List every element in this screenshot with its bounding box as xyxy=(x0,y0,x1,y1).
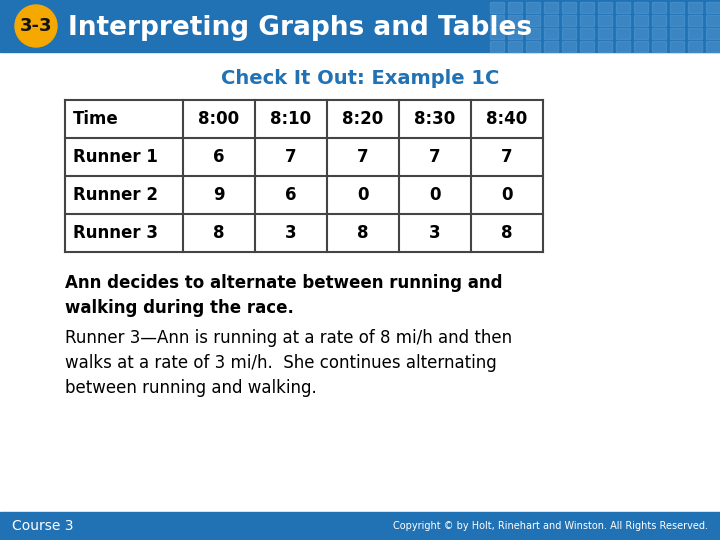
Text: 9: 9 xyxy=(213,186,225,204)
Bar xyxy=(490,15,504,26)
Text: 6: 6 xyxy=(213,148,225,166)
Bar xyxy=(508,15,522,26)
Bar xyxy=(688,41,702,52)
Bar xyxy=(670,28,684,39)
Bar xyxy=(688,2,702,13)
Bar xyxy=(688,28,702,39)
Bar xyxy=(580,28,594,39)
Bar xyxy=(634,28,648,39)
Bar xyxy=(508,41,522,52)
Text: Runner 2: Runner 2 xyxy=(73,186,158,204)
Text: 0: 0 xyxy=(501,186,513,204)
Bar xyxy=(526,15,540,26)
Text: Check It Out: Example 1C: Check It Out: Example 1C xyxy=(221,69,499,87)
Text: 8:30: 8:30 xyxy=(415,110,456,128)
Bar xyxy=(562,15,576,26)
Bar xyxy=(706,2,720,13)
Text: 8:10: 8:10 xyxy=(271,110,312,128)
Bar xyxy=(634,15,648,26)
Bar xyxy=(526,28,540,39)
Text: 7: 7 xyxy=(285,148,297,166)
Bar xyxy=(706,15,720,26)
Text: 8:00: 8:00 xyxy=(199,110,240,128)
Bar xyxy=(670,15,684,26)
Bar xyxy=(616,41,630,52)
Bar xyxy=(526,41,540,52)
Bar xyxy=(490,41,504,52)
Bar xyxy=(544,2,558,13)
Text: 7: 7 xyxy=(501,148,513,166)
Text: Runner 3: Runner 3 xyxy=(73,224,158,242)
Text: 0: 0 xyxy=(357,186,369,204)
Bar xyxy=(562,2,576,13)
Bar xyxy=(490,2,504,13)
Bar xyxy=(580,41,594,52)
Bar xyxy=(0,512,720,540)
Bar xyxy=(508,2,522,13)
Text: 6: 6 xyxy=(285,186,297,204)
Bar xyxy=(598,41,612,52)
Bar xyxy=(688,15,702,26)
Bar xyxy=(562,28,576,39)
Bar xyxy=(544,41,558,52)
Text: 3: 3 xyxy=(429,224,441,242)
Text: 8:40: 8:40 xyxy=(487,110,528,128)
Bar xyxy=(634,2,648,13)
Bar xyxy=(616,28,630,39)
Text: Ann decides to alternate between running and
walking during the race.: Ann decides to alternate between running… xyxy=(65,274,503,317)
Text: 8: 8 xyxy=(357,224,369,242)
Bar xyxy=(544,28,558,39)
Bar xyxy=(652,28,666,39)
Text: 8: 8 xyxy=(501,224,513,242)
Bar xyxy=(634,41,648,52)
Bar xyxy=(670,41,684,52)
Bar xyxy=(544,15,558,26)
Bar xyxy=(508,28,522,39)
Text: Runner 3—Ann is running at a rate of 8 mi/h and then
walks at a rate of 3 mi/h. : Runner 3—Ann is running at a rate of 8 m… xyxy=(65,329,512,397)
Bar xyxy=(598,28,612,39)
Bar xyxy=(652,41,666,52)
Bar xyxy=(652,15,666,26)
Circle shape xyxy=(15,5,57,47)
Bar xyxy=(0,0,720,52)
Text: 3-3: 3-3 xyxy=(19,17,53,35)
Bar xyxy=(670,2,684,13)
Bar xyxy=(562,41,576,52)
Bar xyxy=(652,2,666,13)
Text: 3: 3 xyxy=(285,224,297,242)
Bar xyxy=(580,15,594,26)
Text: Time: Time xyxy=(73,110,119,128)
Bar xyxy=(580,2,594,13)
Text: Copyright © by Holt, Rinehart and Winston. All Rights Reserved.: Copyright © by Holt, Rinehart and Winsto… xyxy=(393,521,708,531)
Text: 8: 8 xyxy=(213,224,225,242)
Bar xyxy=(526,2,540,13)
Text: 7: 7 xyxy=(429,148,441,166)
Bar xyxy=(706,28,720,39)
Text: Runner 1: Runner 1 xyxy=(73,148,158,166)
Text: Interpreting Graphs and Tables: Interpreting Graphs and Tables xyxy=(68,15,532,41)
Text: 7: 7 xyxy=(357,148,369,166)
Text: 0: 0 xyxy=(429,186,441,204)
Bar xyxy=(706,41,720,52)
Text: 8:20: 8:20 xyxy=(343,110,384,128)
Bar xyxy=(598,2,612,13)
Bar xyxy=(616,15,630,26)
Bar xyxy=(490,28,504,39)
Text: Course 3: Course 3 xyxy=(12,519,73,533)
Bar xyxy=(616,2,630,13)
Bar xyxy=(598,15,612,26)
